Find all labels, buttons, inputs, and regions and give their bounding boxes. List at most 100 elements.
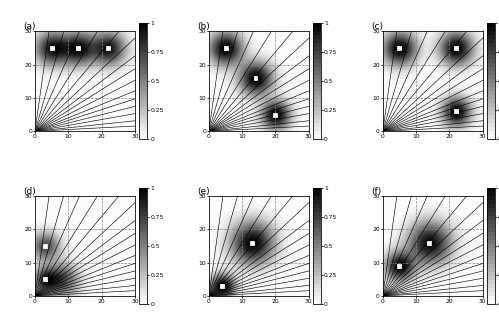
Point [31,293,39,299]
Point [31,293,39,299]
Point [31,129,39,134]
Point [378,293,386,299]
Point [31,129,39,134]
Point [205,293,213,299]
Point [205,293,213,299]
Point [205,293,213,299]
Point [31,129,39,134]
Point [205,293,213,299]
Point [31,129,39,134]
Point [31,129,39,134]
Point [205,293,213,299]
Point [31,293,39,299]
Point [31,293,39,299]
Point [205,129,213,134]
Point [205,293,213,299]
Point [378,293,386,299]
Text: (e): (e) [197,187,209,196]
Point [205,293,213,299]
Point [378,293,386,299]
Point [31,293,39,299]
Point [378,293,386,299]
Point [205,293,213,299]
Point [378,129,386,134]
Point [31,293,39,299]
Point [205,129,213,134]
Point [205,129,213,134]
Point [378,129,386,134]
Point [205,129,213,134]
Point [31,129,39,134]
Point [31,293,39,299]
Point [378,129,386,134]
Point [378,293,386,299]
Point [205,129,213,134]
Point [378,129,386,134]
Point [378,129,386,134]
Point [378,293,386,299]
Point [378,129,386,134]
Point [31,129,39,134]
Point [378,293,386,299]
Point [205,129,213,134]
Point [378,293,386,299]
Point [31,293,39,299]
Bar [250,240,253,244]
Point [205,293,213,299]
Point [205,293,213,299]
Point [378,129,386,134]
Point [31,129,39,134]
Point [378,129,386,134]
Point [378,293,386,299]
Point [31,129,39,134]
Point [31,293,39,299]
Point [31,129,39,134]
Point [205,293,213,299]
Point [205,129,213,134]
Point [378,129,386,134]
Point [31,129,39,134]
Point [378,129,386,134]
Point [31,129,39,134]
Point [378,293,386,299]
Point [205,293,213,299]
Bar [397,264,401,268]
Text: (f): (f) [370,187,380,196]
Point [205,129,213,134]
Bar [273,113,277,117]
Bar [43,244,47,248]
Bar [43,277,47,281]
Point [378,293,386,299]
Point [378,129,386,134]
Point [378,293,386,299]
Bar [76,46,80,50]
Point [378,293,386,299]
Bar [106,46,110,50]
Point [205,293,213,299]
Point [31,293,39,299]
Point [205,129,213,134]
Point [378,129,386,134]
Point [378,293,386,299]
Point [205,129,213,134]
Bar [253,76,257,80]
Point [378,129,386,134]
Point [205,129,213,134]
Point [378,293,386,299]
Point [205,293,213,299]
Point [378,129,386,134]
Point [378,129,386,134]
Point [205,293,213,299]
Point [378,293,386,299]
Point [205,293,213,299]
Point [31,129,39,134]
Point [31,293,39,299]
Bar [49,46,53,50]
Point [205,129,213,134]
Point [378,129,386,134]
Point [378,129,386,134]
Point [205,293,213,299]
Bar [453,46,457,50]
Point [378,129,386,134]
Point [31,129,39,134]
